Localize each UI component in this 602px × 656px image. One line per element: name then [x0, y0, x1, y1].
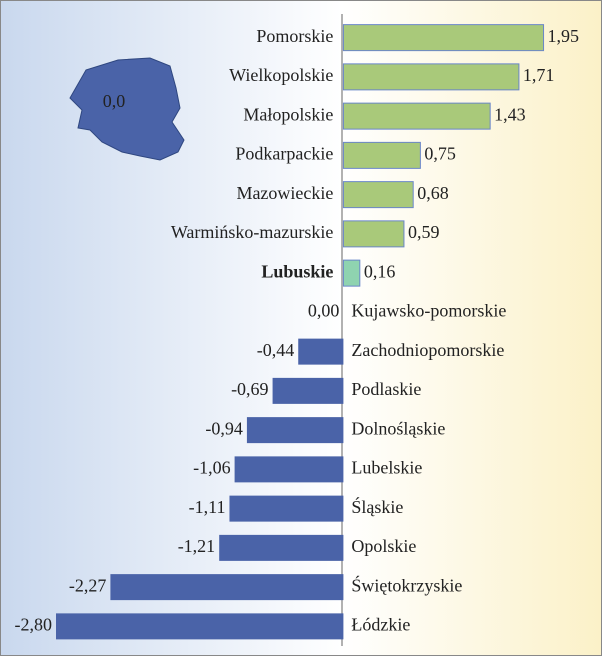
- bar: [234, 456, 344, 483]
- value-label: 0,59: [408, 222, 440, 242]
- bar: [342, 220, 405, 248]
- category-label: Świętokrzyskie: [351, 574, 462, 595]
- bar: [342, 259, 361, 287]
- value-label: 0,00: [308, 301, 340, 321]
- category-label: Opolskie: [351, 536, 416, 556]
- bar: [342, 24, 545, 52]
- bar: [342, 63, 520, 91]
- bar: [342, 181, 414, 209]
- value-label: -2,80: [15, 615, 53, 635]
- value-label: -0,44: [257, 340, 295, 360]
- value-label: 1,43: [494, 104, 526, 124]
- value-label: -2,27: [69, 575, 107, 595]
- bar: [272, 377, 344, 404]
- value-label: 1,71: [523, 65, 555, 85]
- value-label: -1,06: [193, 458, 231, 478]
- bar: [56, 613, 344, 640]
- category-label: Pomorskie: [256, 26, 333, 46]
- value-label: -1,11: [189, 497, 226, 517]
- category-label: Śląskie: [351, 496, 403, 517]
- category-label: Kujawsko-pomorskie: [351, 301, 506, 321]
- category-label: Małopolskie: [243, 104, 333, 124]
- value-label: 1,95: [548, 26, 580, 46]
- bar: [219, 534, 344, 561]
- category-label: Lubelskie: [351, 458, 422, 478]
- category-label: Lubuskie: [261, 261, 333, 281]
- background-right: [342, 1, 601, 655]
- category-label: Wielkopolskie: [229, 65, 333, 85]
- bar: [342, 102, 491, 130]
- category-label: Warmińsko-mazurskie: [171, 222, 334, 242]
- map-poland: [69, 57, 185, 161]
- bar: [342, 141, 421, 169]
- category-label: Dolnośląskie: [351, 418, 445, 438]
- map-label: 0,0: [103, 91, 126, 111]
- value-label: -1,21: [178, 536, 216, 556]
- bar: [229, 495, 344, 522]
- value-label: 0,16: [364, 261, 396, 281]
- value-label: -0,69: [231, 379, 269, 399]
- category-label: Podlaskie: [351, 379, 421, 399]
- category-label: Zachodniopomorskie: [351, 340, 504, 360]
- value-label: -0,94: [205, 418, 243, 438]
- category-label: Mazowieckie: [236, 183, 333, 203]
- category-label: Łódzkie: [351, 615, 410, 635]
- value-label: 0,68: [417, 183, 449, 203]
- bar: [110, 574, 344, 601]
- bar: [246, 417, 344, 444]
- bar: [298, 338, 344, 365]
- value-label: 0,75: [424, 144, 456, 164]
- category-label: Podkarpackie: [235, 144, 333, 164]
